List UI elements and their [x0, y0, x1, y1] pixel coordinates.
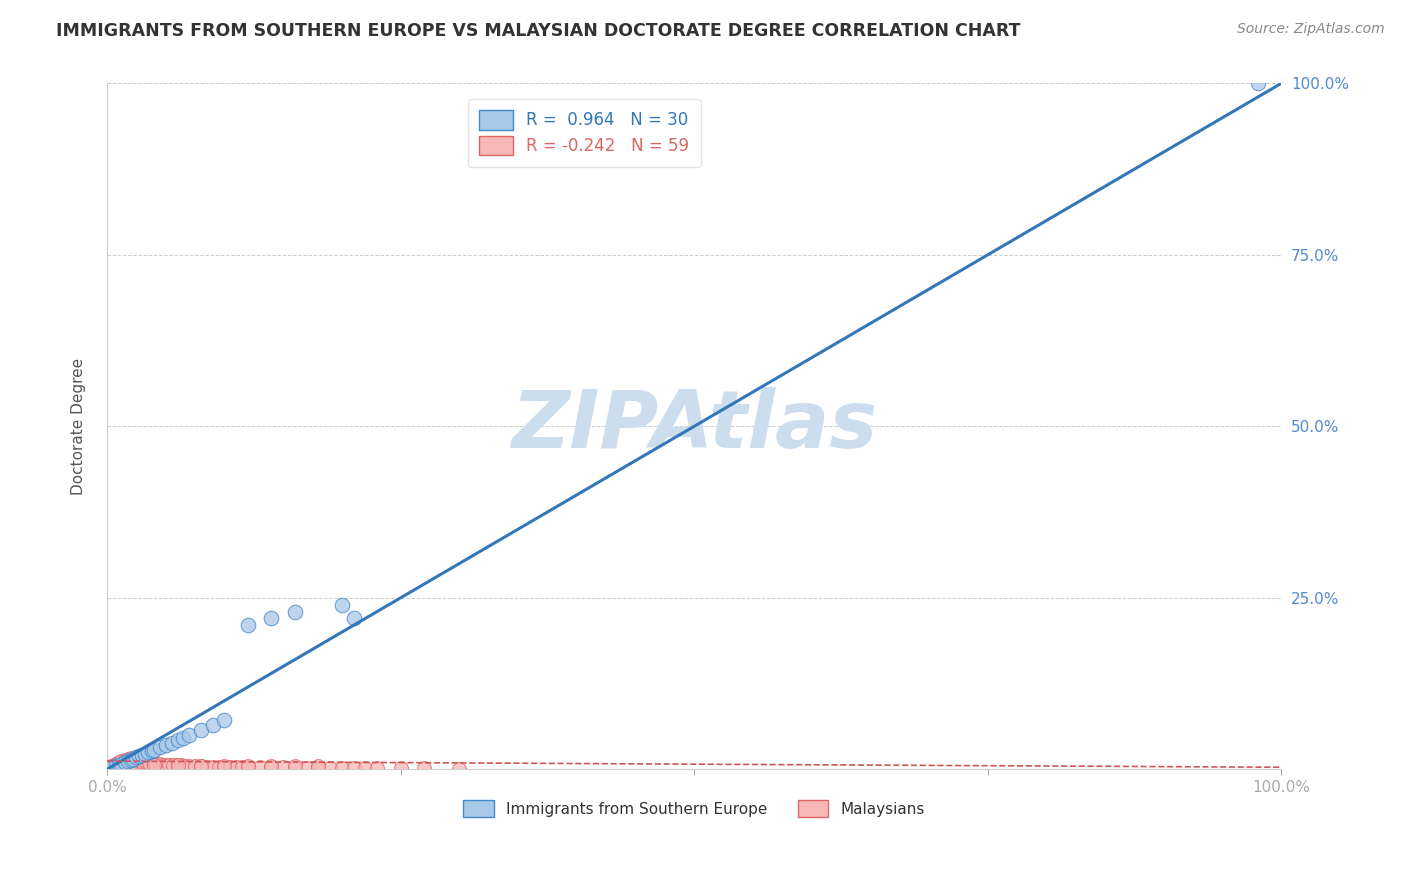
Point	[100, 759, 122, 773]
Point	[105, 756, 128, 771]
Point	[190, 759, 212, 773]
Point	[236, 759, 259, 773]
Text: IMMIGRANTS FROM SOUTHERN EUROPE VS MALAYSIAN DOCTORATE DEGREE CORRELATION CHART: IMMIGRANTS FROM SOUTHERN EUROPE VS MALAY…	[56, 22, 1021, 40]
Point	[117, 752, 139, 766]
Point	[134, 747, 156, 762]
Point	[284, 759, 307, 773]
Point	[236, 760, 259, 774]
Point	[284, 605, 307, 619]
Point	[170, 758, 193, 772]
Point	[389, 761, 412, 775]
Point	[143, 743, 166, 757]
Point	[152, 757, 174, 772]
Point	[219, 759, 242, 773]
Point	[110, 754, 132, 768]
Point	[260, 611, 283, 625]
Point	[249, 760, 271, 774]
Point	[143, 757, 166, 772]
Point	[114, 753, 136, 767]
Point	[343, 611, 366, 625]
Point	[114, 756, 136, 770]
Point	[260, 759, 283, 773]
Point	[343, 761, 366, 775]
Point	[1246, 77, 1268, 91]
Point	[307, 761, 329, 775]
Point	[120, 756, 142, 771]
Point	[184, 759, 207, 773]
Point	[117, 754, 139, 768]
Point	[103, 757, 125, 772]
Point	[114, 756, 136, 770]
Point	[295, 761, 318, 775]
Point	[138, 756, 160, 771]
Point	[105, 759, 128, 773]
Point	[214, 713, 236, 727]
Point	[173, 759, 195, 773]
Point	[207, 759, 229, 773]
Point	[101, 760, 124, 774]
Point	[330, 598, 353, 612]
Text: ZIPAtlas: ZIPAtlas	[510, 387, 877, 466]
Legend: Immigrants from Southern Europe, Malaysians: Immigrants from Southern Europe, Malaysi…	[457, 794, 931, 823]
Point	[366, 761, 388, 775]
Point	[131, 747, 153, 762]
Point	[166, 758, 188, 772]
Point	[190, 759, 212, 773]
Point	[149, 756, 172, 771]
Point	[271, 760, 294, 774]
Point	[172, 731, 194, 746]
Point	[122, 753, 145, 767]
Point	[284, 761, 307, 775]
Point	[136, 745, 159, 759]
Point	[166, 733, 188, 747]
Y-axis label: Doctorate Degree: Doctorate Degree	[72, 358, 86, 495]
Point	[131, 755, 153, 769]
Point	[155, 757, 177, 772]
Point	[125, 750, 148, 764]
Point	[201, 717, 224, 731]
Point	[120, 753, 142, 767]
Point	[160, 736, 183, 750]
Point	[141, 744, 163, 758]
Point	[129, 754, 152, 768]
Point	[128, 749, 150, 764]
Point	[236, 618, 259, 632]
Point	[145, 756, 167, 771]
Point	[195, 759, 218, 773]
Point	[162, 758, 184, 772]
Point	[120, 751, 142, 765]
Point	[179, 728, 201, 742]
Point	[201, 759, 224, 773]
Point	[125, 753, 148, 767]
Point	[157, 757, 180, 772]
Point	[231, 760, 253, 774]
Text: Source: ZipAtlas.com: Source: ZipAtlas.com	[1237, 22, 1385, 37]
Point	[214, 759, 236, 773]
Point	[225, 760, 247, 774]
Point	[214, 759, 236, 773]
Point	[135, 756, 157, 770]
Point	[149, 740, 172, 755]
Point	[260, 760, 283, 774]
Point	[354, 761, 377, 775]
Point	[449, 762, 471, 776]
Point	[413, 761, 436, 775]
Point	[190, 723, 212, 738]
Point	[307, 759, 329, 773]
Point	[108, 756, 131, 770]
Point	[166, 758, 188, 772]
Point	[108, 757, 131, 772]
Point	[122, 752, 145, 766]
Point	[143, 756, 166, 771]
Point	[179, 759, 201, 773]
Point	[110, 756, 132, 771]
Point	[155, 739, 177, 753]
Point	[330, 761, 353, 775]
Point	[319, 761, 342, 775]
